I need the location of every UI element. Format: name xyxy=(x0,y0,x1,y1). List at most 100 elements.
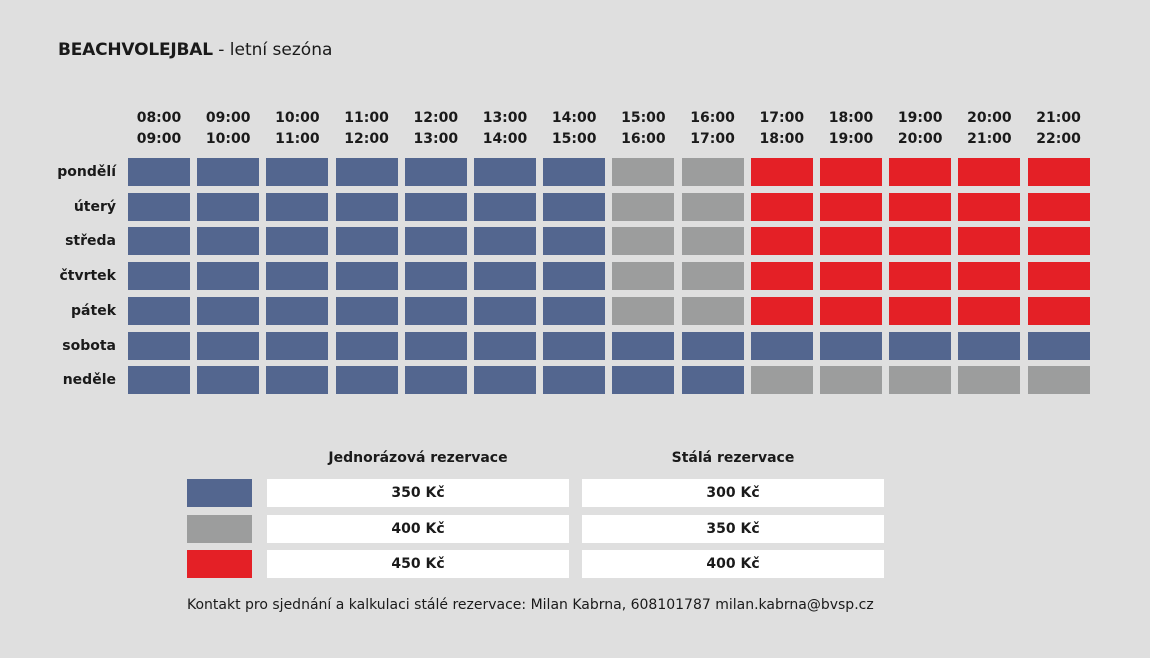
schedule-slot-red xyxy=(889,296,952,325)
time-slot-header: 15:00 16:00 xyxy=(612,108,674,150)
time-slot-end: 21:00 xyxy=(967,131,1012,147)
schedule-slot-blue xyxy=(1027,331,1090,360)
schedule-slot-blue xyxy=(404,366,467,395)
schedule-slot-blue xyxy=(128,262,190,291)
time-slot-header: 12:00 13:00 xyxy=(405,108,467,150)
time-slot-header: 18:00 19:00 xyxy=(820,108,882,150)
schedule-slot-red xyxy=(820,192,882,221)
time-slot-start: 14:00 xyxy=(551,110,597,126)
day-label: středa xyxy=(65,233,116,250)
time-slot-start: 21:00 xyxy=(1036,110,1081,126)
schedule-slot-blue xyxy=(197,331,260,360)
schedule-slot-blue xyxy=(612,331,675,360)
schedule-slot-gray xyxy=(681,262,744,291)
day-label: sobota xyxy=(62,337,116,354)
time-slot-start: 17:00 xyxy=(759,110,805,126)
single-price: 350 Kč xyxy=(267,479,569,507)
schedule-slot-gray xyxy=(681,158,744,186)
time-slot-end: 16:00 xyxy=(621,131,666,147)
time-slot-start: 19:00 xyxy=(897,110,943,126)
time-slot-end: 14:00 xyxy=(482,131,528,147)
legend-single-header: Jednorázová rezervace xyxy=(328,450,508,466)
schedule-slot-red xyxy=(958,296,1021,325)
time-slot-start: 11:00 xyxy=(344,110,389,126)
time-slot-end: 19:00 xyxy=(828,131,874,147)
schedule-slot-blue xyxy=(128,227,190,256)
title-subtitle: - letní sezóna xyxy=(212,40,333,60)
schedule-slot-blue xyxy=(266,158,329,186)
schedule-slot-blue xyxy=(335,296,398,325)
schedule-slot-red xyxy=(820,158,882,186)
time-slot-header: 08:00 09:00 xyxy=(128,108,190,150)
schedule-slot-blue xyxy=(404,192,467,221)
schedule-slot-blue xyxy=(197,227,260,256)
time-slot-end: 11:00 xyxy=(275,131,320,147)
schedule-slot-blue xyxy=(266,227,329,256)
time-slot-end: 22:00 xyxy=(1036,131,1081,147)
legend-swatch-blue xyxy=(187,479,252,507)
schedule-slot-gray xyxy=(750,366,813,395)
schedule-slot-gray xyxy=(681,227,744,256)
schedule-slot-blue xyxy=(128,296,190,325)
schedule-slot-blue xyxy=(197,296,260,325)
schedule-slot-blue xyxy=(474,262,536,291)
schedule-slot-blue xyxy=(335,158,398,186)
time-slot-end: 10:00 xyxy=(205,131,251,147)
single-price: 400 Kč xyxy=(267,514,569,543)
time-slot-header: 21:00 22:00 xyxy=(1028,108,1090,150)
schedule-slot-blue xyxy=(404,262,467,291)
schedule-slot-red xyxy=(1027,192,1090,221)
schedule-slot-blue xyxy=(266,296,329,325)
schedule-slot-blue xyxy=(543,331,606,360)
schedule-slot-blue xyxy=(543,158,606,186)
permanent-price: 300 Kč xyxy=(582,479,884,507)
schedule-slot-blue xyxy=(128,192,190,221)
time-slot-start: 08:00 xyxy=(136,110,182,126)
day-label: čtvrtek xyxy=(59,268,116,285)
schedule-slot-red xyxy=(889,192,952,221)
schedule-slot-red xyxy=(889,158,952,186)
schedule-slot-red xyxy=(1027,227,1090,256)
schedule-slot-blue xyxy=(197,262,260,291)
schedule-slot-blue xyxy=(128,158,190,186)
schedule-slot-blue xyxy=(404,158,467,186)
permanent-price: 350 Kč xyxy=(582,514,884,543)
schedule-slot-red xyxy=(958,227,1021,256)
schedule-slot-blue xyxy=(197,192,260,221)
legend-permanent-header: Stálá rezervace xyxy=(671,450,795,466)
time-slot-start: 20:00 xyxy=(967,110,1012,126)
schedule-slot-blue xyxy=(474,366,536,395)
schedule-slot-red xyxy=(889,262,952,291)
day-label: neděle xyxy=(62,372,116,389)
schedule-slot-gray xyxy=(958,366,1021,395)
time-slot-header: 17:00 18:00 xyxy=(751,108,813,150)
time-slot-start: 18:00 xyxy=(828,110,874,126)
schedule-slot-blue xyxy=(543,262,606,291)
schedule-slot-blue xyxy=(266,366,329,395)
day-label: pondělí xyxy=(57,164,116,180)
schedule-slot-blue xyxy=(197,366,260,395)
schedule-slot-blue xyxy=(266,331,329,360)
schedule-slot-blue xyxy=(335,331,398,360)
schedule-slot-red xyxy=(1027,296,1090,325)
schedule-slot-gray xyxy=(889,366,952,395)
day-label: úterý xyxy=(73,198,116,215)
time-slot-end: 09:00 xyxy=(136,131,182,147)
schedule-slot-red xyxy=(958,262,1021,291)
schedule-slot-gray xyxy=(612,296,675,325)
time-slot-header: 11:00 12:00 xyxy=(336,108,398,150)
contact-footer: Kontakt pro sjednání a kalkulaci stálé r… xyxy=(187,597,874,613)
schedule-slot-gray xyxy=(1027,366,1090,395)
time-slot-start: 16:00 xyxy=(690,110,735,126)
time-slot-start: 12:00 xyxy=(413,110,459,126)
schedule-slot-red xyxy=(1027,158,1090,186)
schedule-slot-blue xyxy=(197,158,260,186)
day-label: pátek xyxy=(71,302,116,319)
time-slot-end: 20:00 xyxy=(897,131,943,147)
schedule-slot-blue xyxy=(404,227,467,256)
schedule-slot-blue xyxy=(750,331,813,360)
time-slot-end: 18:00 xyxy=(759,131,805,147)
schedule-slot-blue xyxy=(958,331,1021,360)
time-slot-start: 15:00 xyxy=(621,110,666,126)
time-slot-start: 10:00 xyxy=(275,110,320,126)
